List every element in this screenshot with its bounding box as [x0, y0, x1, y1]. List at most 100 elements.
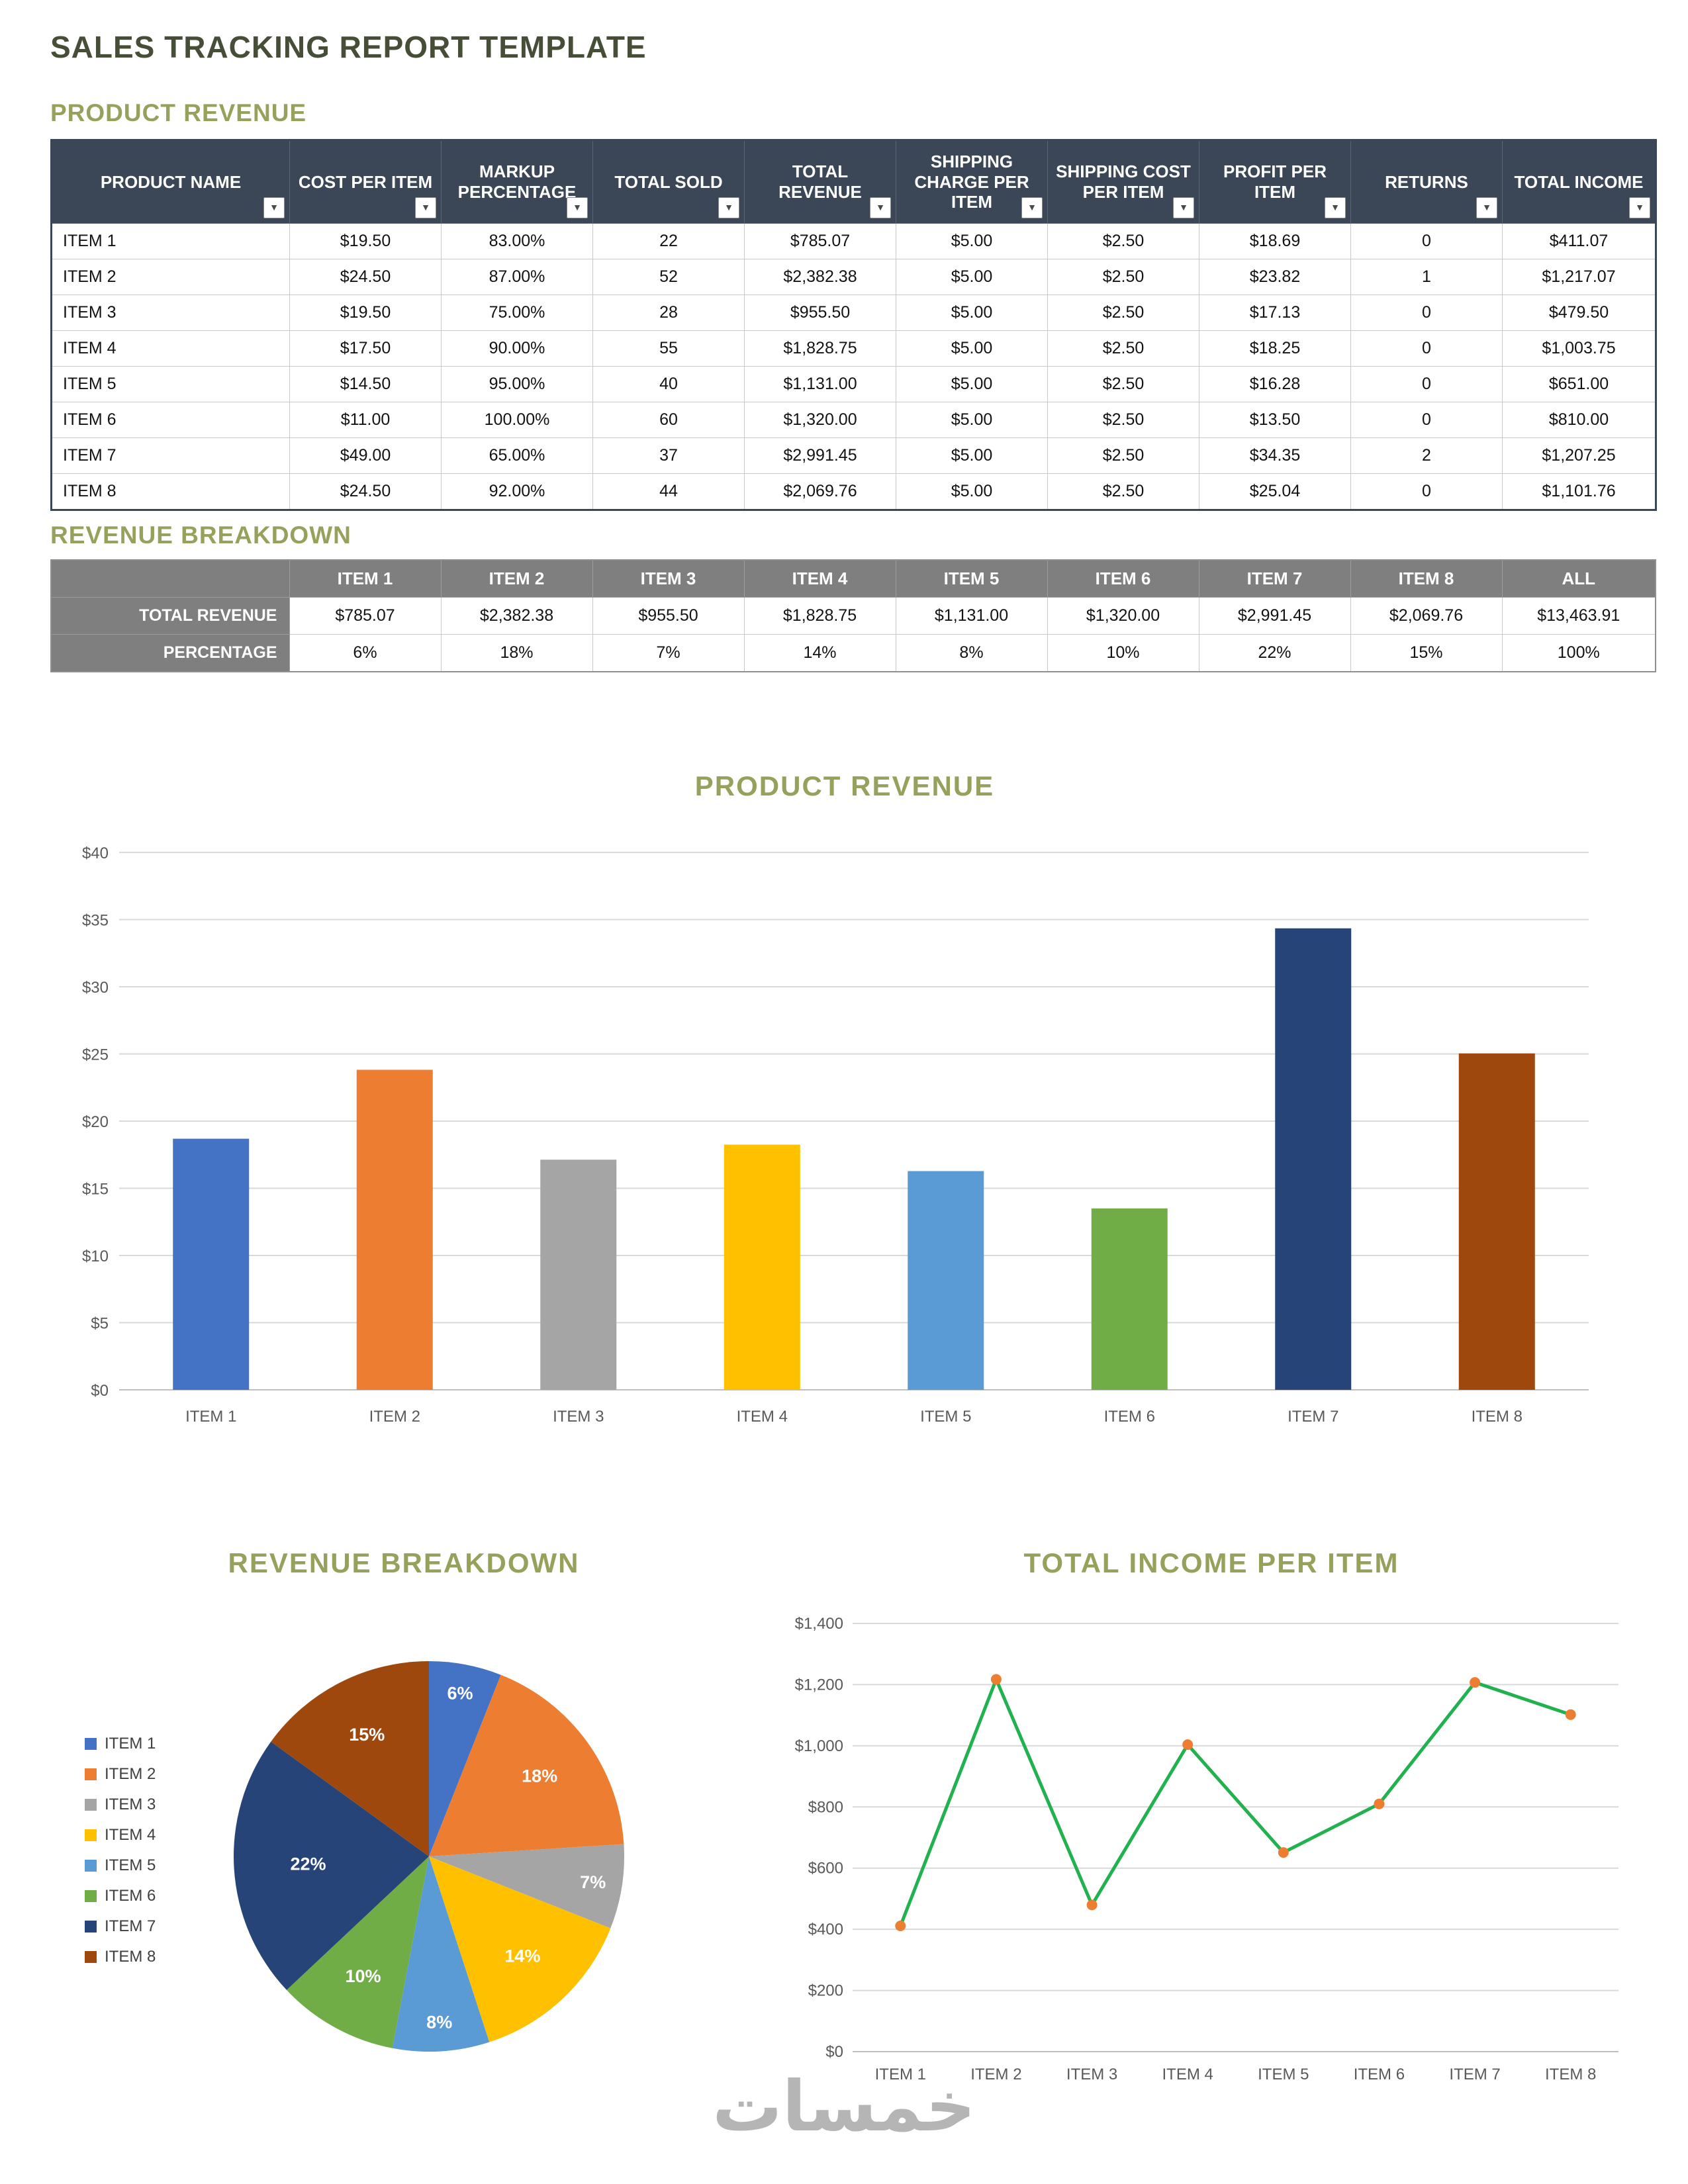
legend-swatch-icon — [85, 1829, 97, 1841]
product-name-cell: ITEM 6 — [51, 402, 290, 438]
x-axis-category-label: ITEM 8 — [1545, 2066, 1596, 2083]
x-axis-category-label: ITEM 6 — [1104, 1408, 1155, 1426]
column-header-label: MARKUP PERCENTAGE — [457, 161, 577, 202]
y-axis-tick-label: $40 — [82, 844, 109, 862]
breakdown-row-label: TOTAL REVENUE — [50, 597, 290, 635]
value-cell: $785.07 — [744, 223, 896, 259]
page-title: SALES TRACKING REPORT TEMPLATE — [50, 30, 647, 64]
value-cell: $2.50 — [1047, 366, 1199, 402]
value-cell: $1,003.75 — [1502, 330, 1656, 367]
value-cell: 22% — [1198, 634, 1351, 672]
table-row: ITEM 2 $24.50 87.00% 52 $2,382.38 $5.00 $2.50 $… — [51, 259, 1656, 295]
x-axis-category-label: ITEM 1 — [875, 2066, 926, 2083]
breakdown-table-body: TOTAL REVENUE $785.07 $2,382.38 $955.50 $1,8… — [50, 597, 1656, 672]
value-cell: 7% — [592, 634, 745, 672]
bar-item-8 — [1458, 1053, 1535, 1390]
breakdown-row-label: PERCENTAGE — [50, 634, 290, 672]
value-cell: $24.50 — [289, 259, 442, 295]
line-chart-title: TOTAL INCOME PER ITEM — [1023, 1547, 1399, 1578]
revenue-breakdown-section-title: REVENUE BREAKDOWN — [50, 522, 352, 549]
pie-slice-4 — [429, 1856, 611, 2042]
pie-slice-label: 22% — [290, 1854, 326, 1874]
column-header-label: RETURNS — [1385, 171, 1468, 192]
value-cell: $2.50 — [1047, 223, 1199, 259]
legend-label: ITEM 2 — [105, 1765, 156, 1783]
x-axis-category-label: ITEM 3 — [553, 1408, 604, 1426]
value-cell: 37 — [592, 437, 745, 474]
filter-dropdown-icon[interactable]: ▼ — [1325, 197, 1346, 218]
value-cell: 65.00% — [441, 437, 593, 474]
value-cell: 28 — [592, 295, 745, 331]
pie-slice-6 — [287, 1856, 429, 2048]
breakdown-column-header: ITEM 5 — [895, 559, 1048, 598]
value-cell: 40 — [592, 366, 745, 402]
legend-item: ITEM 8 — [85, 1942, 156, 1972]
value-cell: $1,828.75 — [744, 330, 896, 367]
product-name-cell: ITEM 4 — [51, 330, 290, 367]
legend-swatch-icon — [85, 1768, 97, 1780]
value-cell: $49.00 — [289, 437, 442, 474]
value-cell: $411.07 — [1502, 223, 1656, 259]
legend-label: ITEM 3 — [105, 1796, 156, 1813]
filter-dropdown-icon[interactable]: ▼ — [415, 197, 436, 218]
x-axis-category-label: ITEM 7 — [1288, 1408, 1338, 1426]
legend-item: ITEM 2 — [85, 1759, 156, 1790]
value-cell: $651.00 — [1502, 366, 1656, 402]
data-point-marker — [1086, 1899, 1098, 1911]
filter-dropdown-icon[interactable]: ▼ — [1173, 197, 1194, 218]
value-cell: $2.50 — [1047, 402, 1199, 438]
filter-dropdown-icon[interactable]: ▼ — [263, 197, 285, 218]
breakdown-column-header: ITEM 2 — [440, 559, 593, 598]
filter-dropdown-icon[interactable]: ▼ — [1629, 197, 1650, 218]
value-cell: $1,828.75 — [743, 597, 896, 635]
column-header-label: SHIPPING CHARGE PER ITEM — [914, 151, 1029, 212]
legend-item: ITEM 1 — [85, 1729, 156, 1759]
column-header-total-income: TOTAL INCOME ▼ — [1502, 140, 1656, 224]
bar-item-1 — [173, 1138, 250, 1390]
column-header-label: TOTAL SOLD — [614, 171, 723, 192]
column-header-cost-per-item: COST PER ITEM ▼ — [289, 140, 442, 224]
filter-dropdown-icon[interactable]: ▼ — [1021, 197, 1043, 218]
value-cell: $19.50 — [289, 223, 442, 259]
data-point-marker — [1374, 1798, 1385, 1809]
value-cell: $2,382.38 — [744, 259, 896, 295]
value-cell: $2.50 — [1047, 473, 1199, 510]
bar-item-5 — [908, 1171, 984, 1390]
value-cell: $25.04 — [1199, 473, 1351, 510]
bar-item-3 — [540, 1160, 617, 1390]
y-axis-tick-label: $15 — [82, 1181, 109, 1199]
data-point-marker — [1182, 1739, 1194, 1751]
value-cell: $18.69 — [1199, 223, 1351, 259]
value-cell: $955.50 — [592, 597, 745, 635]
x-axis-category-label: ITEM 7 — [1449, 2066, 1500, 2083]
filter-dropdown-icon[interactable]: ▼ — [870, 197, 891, 218]
pie-slice-label: 8% — [426, 2012, 452, 2032]
product-name-cell: ITEM 1 — [51, 223, 290, 259]
y-axis-tick-label: $400 — [808, 1921, 843, 1938]
value-cell: 0 — [1350, 223, 1503, 259]
value-cell: 75.00% — [441, 295, 593, 331]
product-name-cell: ITEM 7 — [51, 437, 290, 474]
value-cell: 14% — [743, 634, 896, 672]
value-cell: 10% — [1047, 634, 1199, 672]
value-cell: 100% — [1501, 634, 1656, 672]
x-axis-category-label: ITEM 6 — [1354, 2066, 1405, 2083]
column-header-label: PROFIT PER ITEM — [1223, 161, 1327, 202]
value-cell: $5.00 — [896, 295, 1048, 331]
value-cell: 15% — [1350, 634, 1503, 672]
pie-slice-label: 15% — [349, 1725, 385, 1745]
value-cell: 92.00% — [441, 473, 593, 510]
column-header-label: TOTAL INCOME — [1514, 171, 1644, 192]
filter-dropdown-icon[interactable]: ▼ — [1476, 197, 1497, 218]
value-cell: $13.50 — [1199, 402, 1351, 438]
filter-dropdown-icon[interactable]: ▼ — [567, 197, 588, 218]
filter-dropdown-icon[interactable]: ▼ — [718, 197, 739, 218]
product-name-cell: ITEM 5 — [51, 366, 290, 402]
value-cell: $1,131.00 — [744, 366, 896, 402]
bar-item-6 — [1091, 1208, 1168, 1390]
value-cell: 1 — [1350, 259, 1503, 295]
y-axis-tick-label: $1,200 — [795, 1676, 843, 1694]
y-axis-tick-label: $5 — [91, 1315, 109, 1333]
table-row: PERCENTAGE 6% 18% 7% 14% 8% 10% 22% 15% 100% — [50, 634, 1656, 672]
bar-item-4 — [724, 1144, 800, 1390]
